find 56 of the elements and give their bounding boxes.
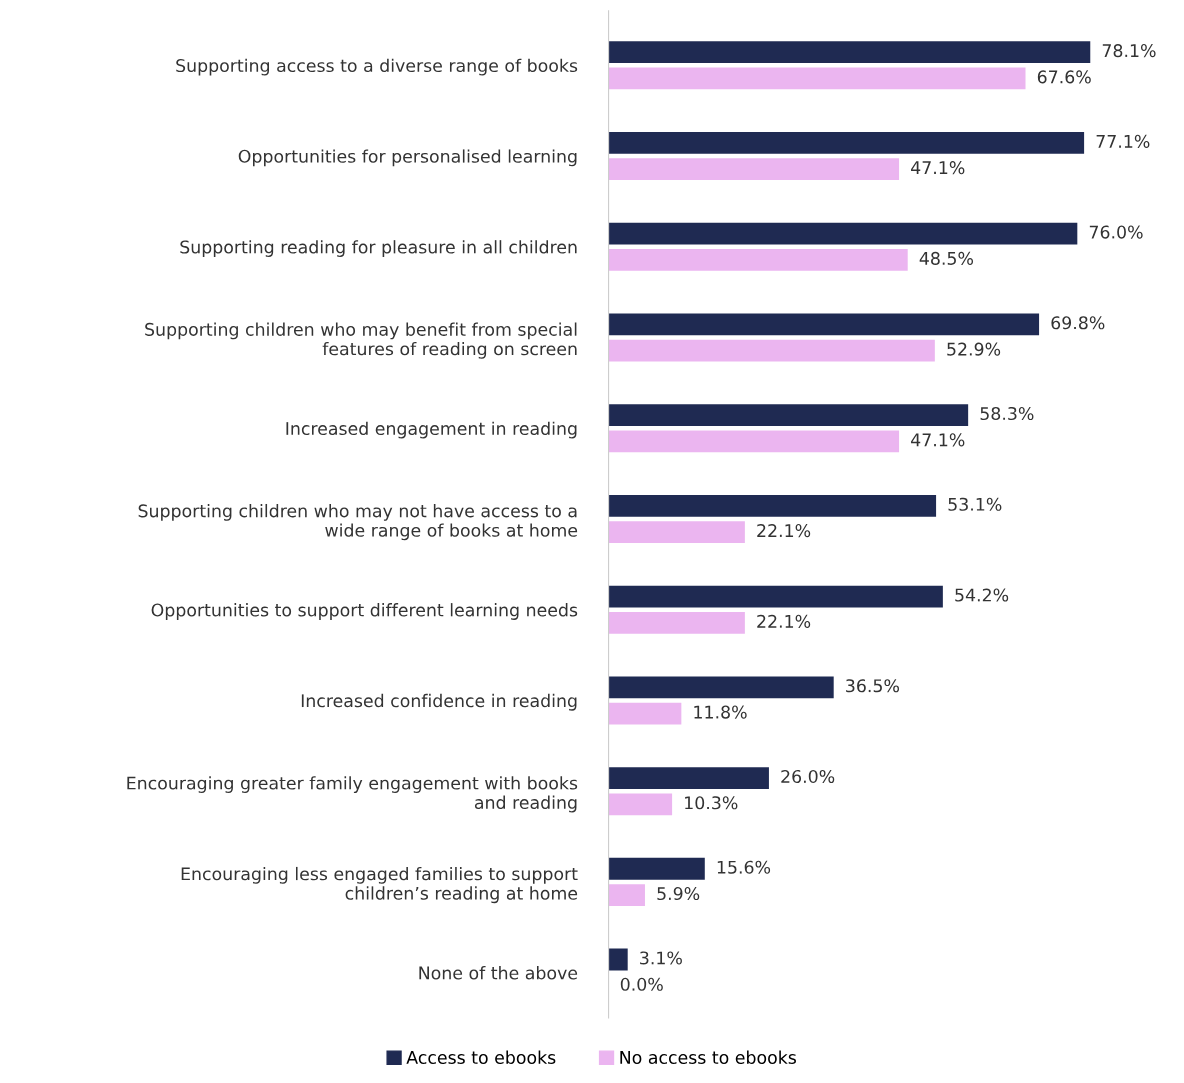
data-label: 36.5% xyxy=(846,679,899,693)
data-label: 15.6% xyxy=(717,860,771,874)
bar xyxy=(608,404,969,426)
legend-label: Access to ebooks xyxy=(406,1050,556,1065)
y-tick-label: Supporting access to a diverse range of books xyxy=(176,58,578,76)
bar xyxy=(608,676,834,699)
bar xyxy=(608,249,908,271)
data-label: 10.3% xyxy=(685,796,738,810)
bar xyxy=(608,41,1091,63)
data-label: 48.5% xyxy=(919,251,974,265)
bar xyxy=(608,339,935,362)
data-label: 47.1% xyxy=(911,161,965,175)
bar xyxy=(608,793,673,816)
data-label: 11.8% xyxy=(694,705,747,719)
bar xyxy=(608,521,745,544)
y-tick-label: Supporting children who may not have access to a wide range of books at home xyxy=(138,503,578,541)
bar xyxy=(608,767,769,789)
y-tick-label: Supporting children who may benefit from special features of reading on screen xyxy=(145,322,577,359)
y-tick-label: Supporting reading for pleasure in all children xyxy=(180,240,577,257)
data-label: 67.6% xyxy=(1037,70,1091,84)
bar xyxy=(608,313,1040,336)
legend-label: No access to ebooks xyxy=(620,1050,796,1065)
data-label: 26.0% xyxy=(781,769,835,784)
data-label: 47.1% xyxy=(911,433,965,447)
data-label: 76.0% xyxy=(1089,225,1143,239)
data-label: 53.1% xyxy=(948,497,1002,511)
data-label: 0.0% xyxy=(620,977,663,991)
y-tick-label: None of the above xyxy=(419,966,578,980)
bar xyxy=(608,702,682,725)
data-label: 58.3% xyxy=(980,406,1034,421)
bar xyxy=(608,857,705,880)
bar xyxy=(608,884,645,906)
data-label: 78.1% xyxy=(1102,44,1156,58)
bar xyxy=(608,611,745,634)
bar xyxy=(608,67,1026,90)
bar xyxy=(608,948,628,971)
data-label: 52.9% xyxy=(947,342,1001,356)
y-tick-label: Increased confidence in reading xyxy=(301,693,577,711)
data-label: 3.1% xyxy=(640,951,682,965)
bar xyxy=(608,158,900,181)
data-label: 77.1% xyxy=(1096,134,1150,148)
data-label: 54.2% xyxy=(955,588,1009,602)
bar xyxy=(608,585,943,608)
data-label: 22.1% xyxy=(757,614,811,628)
bar xyxy=(608,222,1078,245)
y-tick-label: Increased engagement in reading xyxy=(286,421,577,439)
y-tick-label: Opportunities to support different learning needs xyxy=(151,603,578,620)
data-label: 22.1% xyxy=(757,524,811,538)
data-label: 69.8% xyxy=(1051,316,1105,330)
bar xyxy=(608,430,900,453)
bar xyxy=(608,494,937,517)
y-tick-label: Encouraging greater family engagement with books and reading xyxy=(127,776,578,813)
bar xyxy=(608,131,1085,154)
y-tick-label: Encouraging less engaged families to support children’s reading at home xyxy=(181,866,578,904)
data-label: 5.9% xyxy=(657,886,700,901)
y-tick-label: Opportunities for personalised learning xyxy=(238,149,577,167)
